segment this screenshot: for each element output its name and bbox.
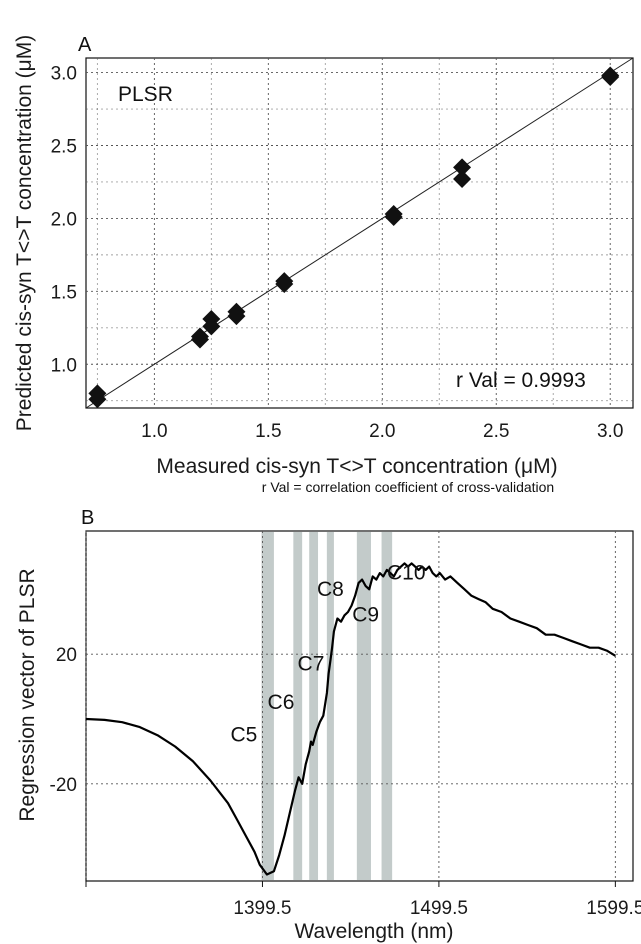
panel-a-data-point (202, 310, 221, 329)
panel-a-data-point (453, 170, 472, 189)
panel-b-x-tick-label: 1499.5 (410, 898, 468, 919)
panel-a-y-tick-label: 2.5 (51, 137, 77, 158)
panel-a-data-point (190, 327, 209, 346)
panel-a-points (88, 66, 620, 409)
panel-b-highlight-bands (261, 532, 393, 880)
panel-b-y-tick-label: -20 (50, 775, 77, 796)
panel-a-y-tick-label: 1.5 (51, 282, 77, 303)
panel-b-band (309, 532, 319, 880)
panel-a-scatter: A 1.0 1.5 2.0 2.5 3.0 1.0 1.5 2.0 2.5 3.0 PLSR r… (13, 34, 634, 495)
panel-a-x-tick-label: 2.0 (369, 421, 395, 442)
panel-a-data-point (384, 205, 403, 224)
panel-b-band-label: C7 (298, 652, 325, 675)
panel-b-band (381, 532, 393, 880)
panel-b-letter: B (81, 507, 94, 529)
panel-b-y-axis-label: Regression vector of PLSR (16, 568, 39, 821)
panel-b-y-tick-label: 20 (56, 645, 77, 666)
panel-a-x-tick-label: 1.5 (255, 421, 281, 442)
panel-b-band (356, 532, 371, 880)
panel-b-band-label: C6 (268, 691, 295, 714)
panel-a-x-tick-label: 3.0 (597, 421, 623, 442)
panel-a-data-point (601, 66, 620, 85)
panel-b-y-ticks: 20 -20 (50, 645, 77, 796)
panel-a-x-ticks: 1.0 1.5 2.0 2.5 3.0 (141, 421, 623, 442)
panel-a-fit-line (85, 57, 634, 409)
panel-b-band (293, 532, 303, 880)
panel-b-regression-line (85, 562, 616, 876)
panel-a-method-label: PLSR (118, 83, 173, 106)
panel-b-band (261, 532, 274, 880)
panel-a-grid (86, 58, 633, 408)
panel-b-x-ticks: 1399.5 1499.5 1599.5 (233, 898, 641, 919)
panel-a-y-tick-label: 2.0 (51, 209, 77, 230)
panel-b-grid (85, 531, 633, 887)
panel-a-x-axis-label: Measured cis-syn T<>T concentration (μM) (156, 455, 557, 478)
panel-a-y-tick-label: 1.0 (51, 355, 77, 376)
panel-a-footnote: r Val = correlation coefficient of cross… (262, 479, 554, 495)
panel-a-x-tick-label: 1.0 (141, 421, 167, 442)
panel-a-letter: A (78, 34, 92, 56)
panel-b-x-axis-label: Wavelength (nm) (294, 920, 453, 943)
panel-a-y-tick-label: 3.0 (51, 64, 77, 85)
panel-a-data-point (227, 302, 246, 321)
panel-a-y-axis-label: Predicted cis-syn T<>T concentration (μM… (13, 35, 36, 431)
panel-b-band-label: C9 (352, 604, 379, 627)
panel-a-y-ticks: 1.0 1.5 2.0 2.5 3.0 (51, 64, 77, 377)
panel-b-band-label: C5 (230, 724, 257, 747)
panel-b-x-tick-label: 1399.5 (233, 898, 291, 919)
panel-b-band-label: C10 (387, 562, 426, 585)
panel-b-band-label: C8 (317, 578, 344, 601)
panel-a-data-point (88, 384, 107, 403)
panel-a-data-point (275, 272, 294, 291)
panel-a-x-tick-label: 2.5 (483, 421, 509, 442)
panel-a-data-point (453, 158, 472, 177)
panel-b-band (326, 532, 334, 880)
panel-a-r-value: r Val = 0.9993 (456, 369, 586, 392)
panel-b-x-tick-label: 1599.5 (586, 898, 641, 919)
